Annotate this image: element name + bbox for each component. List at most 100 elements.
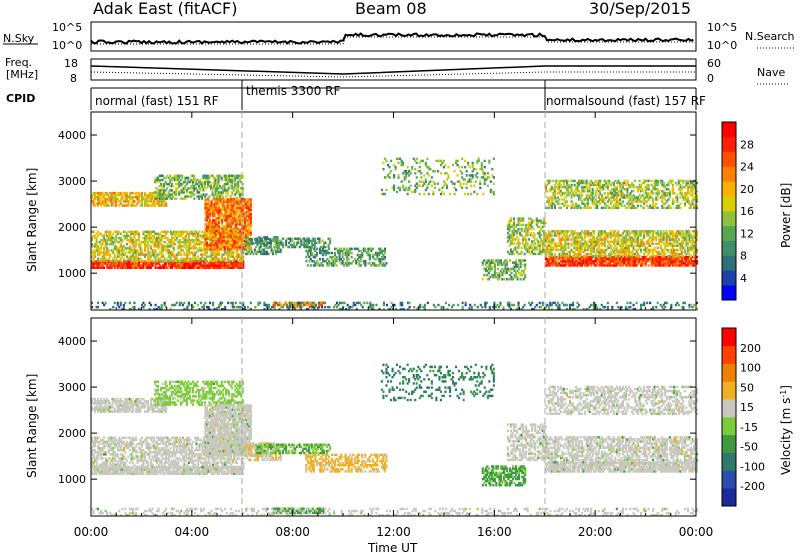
echo-cell <box>190 262 193 265</box>
echo-cell <box>145 238 148 242</box>
echo-cell <box>632 200 635 203</box>
echo-cell <box>313 245 316 249</box>
echo-cell <box>217 176 220 180</box>
echo-cell <box>189 262 192 265</box>
echo-cell <box>540 221 543 225</box>
echo-cell <box>667 242 670 245</box>
echo-cell <box>585 179 588 183</box>
echo-cell <box>193 189 196 192</box>
echo-cell <box>525 234 528 237</box>
echo-cell <box>565 258 569 261</box>
echo-cell <box>167 195 170 198</box>
echo-cell <box>198 262 201 265</box>
echo-cell <box>193 174 196 178</box>
echo-cell <box>110 196 113 199</box>
echo-cell <box>584 255 587 258</box>
echo-cell <box>225 253 228 256</box>
echo-cell <box>240 174 243 178</box>
echo-cell <box>204 198 207 201</box>
echo-cell <box>602 264 605 267</box>
echo-cell <box>204 235 207 239</box>
echo-cell <box>215 225 218 228</box>
echo-cell <box>259 244 263 247</box>
echo-cell <box>587 260 590 263</box>
echo-cell <box>573 238 576 241</box>
echo-cell <box>177 247 180 250</box>
echo-cell <box>233 264 236 267</box>
echo-cell <box>94 260 97 263</box>
echo-cell <box>98 251 101 254</box>
echo-cell <box>265 237 268 240</box>
echo-cell <box>165 232 168 236</box>
echo-cell <box>570 196 573 199</box>
echo-cell <box>216 208 219 212</box>
echo-cell <box>558 262 561 265</box>
echo-cell <box>178 264 181 267</box>
echo-cell <box>570 260 573 263</box>
echo-cell <box>643 236 646 239</box>
echo-cell <box>249 200 252 203</box>
echo-cell <box>160 259 163 263</box>
echo-cell <box>228 253 231 256</box>
echo-cell <box>215 266 218 269</box>
echo-cell <box>646 230 649 233</box>
echo-cell <box>210 241 213 245</box>
echo-cell <box>578 242 581 245</box>
echo-cell <box>230 227 233 230</box>
echo-cell <box>249 225 252 228</box>
echo-cell <box>180 245 183 248</box>
echo-cell <box>594 242 597 245</box>
echo-cell <box>581 200 584 203</box>
echo-cell <box>228 259 231 263</box>
echo-cell <box>685 260 688 263</box>
echo-cell <box>621 248 625 252</box>
echo-cell <box>190 260 193 263</box>
echo-cell <box>234 176 237 180</box>
echo-cell <box>186 230 189 234</box>
echo-cell <box>172 236 175 240</box>
echo-cell <box>224 227 227 230</box>
echo-cell <box>332 255 335 259</box>
echo-cell <box>659 258 662 261</box>
echo-cell <box>676 230 679 233</box>
echo-cell <box>147 251 150 254</box>
echo-cell <box>517 219 520 222</box>
echo-cell <box>685 255 688 259</box>
echo-cell <box>377 260 381 263</box>
echo-cell <box>227 198 230 201</box>
echo-cell <box>312 260 315 263</box>
echo-cell <box>209 204 212 208</box>
echo-cell <box>652 232 655 235</box>
echo-cell <box>157 232 160 236</box>
echo-cell <box>553 204 556 208</box>
echo-cell <box>615 234 618 237</box>
echo-cell <box>640 242 643 245</box>
echo-cell <box>635 255 638 258</box>
echo-cell <box>550 196 553 199</box>
echo-cell <box>137 266 141 269</box>
echo-cell <box>532 240 535 243</box>
echo-cell <box>240 239 243 243</box>
echo-cell <box>511 236 514 239</box>
echo-cell <box>209 214 212 218</box>
echo-cell <box>550 252 553 256</box>
echo-cell <box>346 247 349 251</box>
echo-cell <box>547 258 550 261</box>
echo-cell <box>510 217 513 220</box>
echo-cell <box>664 244 667 248</box>
echo-cell <box>656 232 659 235</box>
echo-cell <box>496 273 500 277</box>
echo-cell <box>615 196 618 199</box>
echo-cell <box>171 234 174 238</box>
echo-cell <box>594 198 597 201</box>
echo-cell <box>225 225 228 228</box>
echo-cell <box>553 260 556 263</box>
echo-cell <box>150 204 153 207</box>
echo-cell <box>652 242 655 245</box>
echo-cell <box>382 253 385 257</box>
echo-cell <box>558 236 561 239</box>
echo-cell <box>225 204 228 208</box>
echo-cell <box>248 198 251 201</box>
echo-cell <box>178 240 181 244</box>
echo-cell <box>637 236 640 239</box>
